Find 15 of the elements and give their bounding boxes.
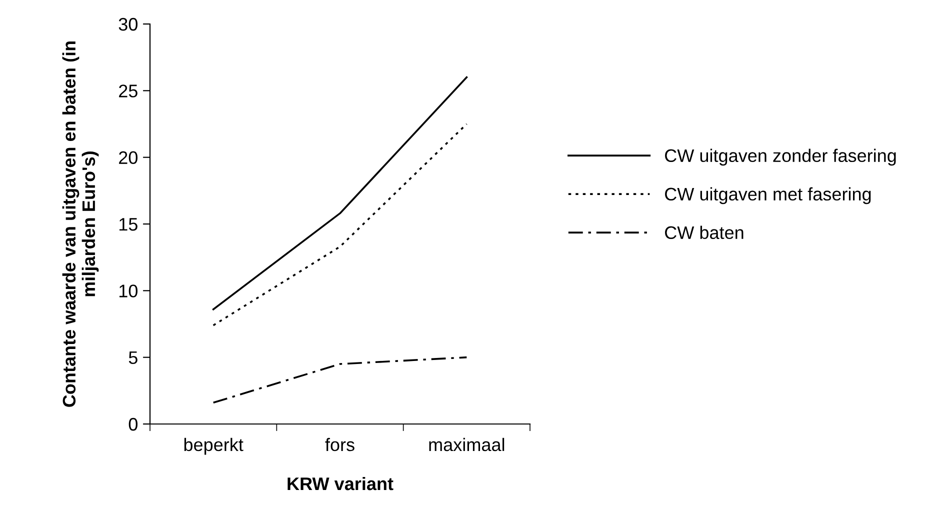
x-tick-label: fors xyxy=(325,438,354,452)
y-tick-label: 5 xyxy=(128,351,138,364)
y-tick-label: 10 xyxy=(119,284,138,298)
y-tick-label: 30 xyxy=(118,18,138,31)
y-tick-label: 25 xyxy=(119,84,138,98)
y-tick-label: 15 xyxy=(119,218,138,231)
legend-label: CW baten xyxy=(665,226,744,240)
y-tick-label: 20 xyxy=(119,151,138,164)
x-tick-label: maximaal xyxy=(429,438,504,452)
legend-label: CW uitgaven zonder fasering xyxy=(665,148,896,166)
x-axis-title: KRW variant xyxy=(288,476,394,490)
y-tick-label: 0 xyxy=(128,418,138,431)
legend-label: CW uitgaven met fasering xyxy=(665,187,871,204)
x-tick-label: beperkt xyxy=(184,438,244,455)
y-axis-title: Contante waarde van uitgaven en baten (in miljarden Euro's) xyxy=(62,42,99,407)
